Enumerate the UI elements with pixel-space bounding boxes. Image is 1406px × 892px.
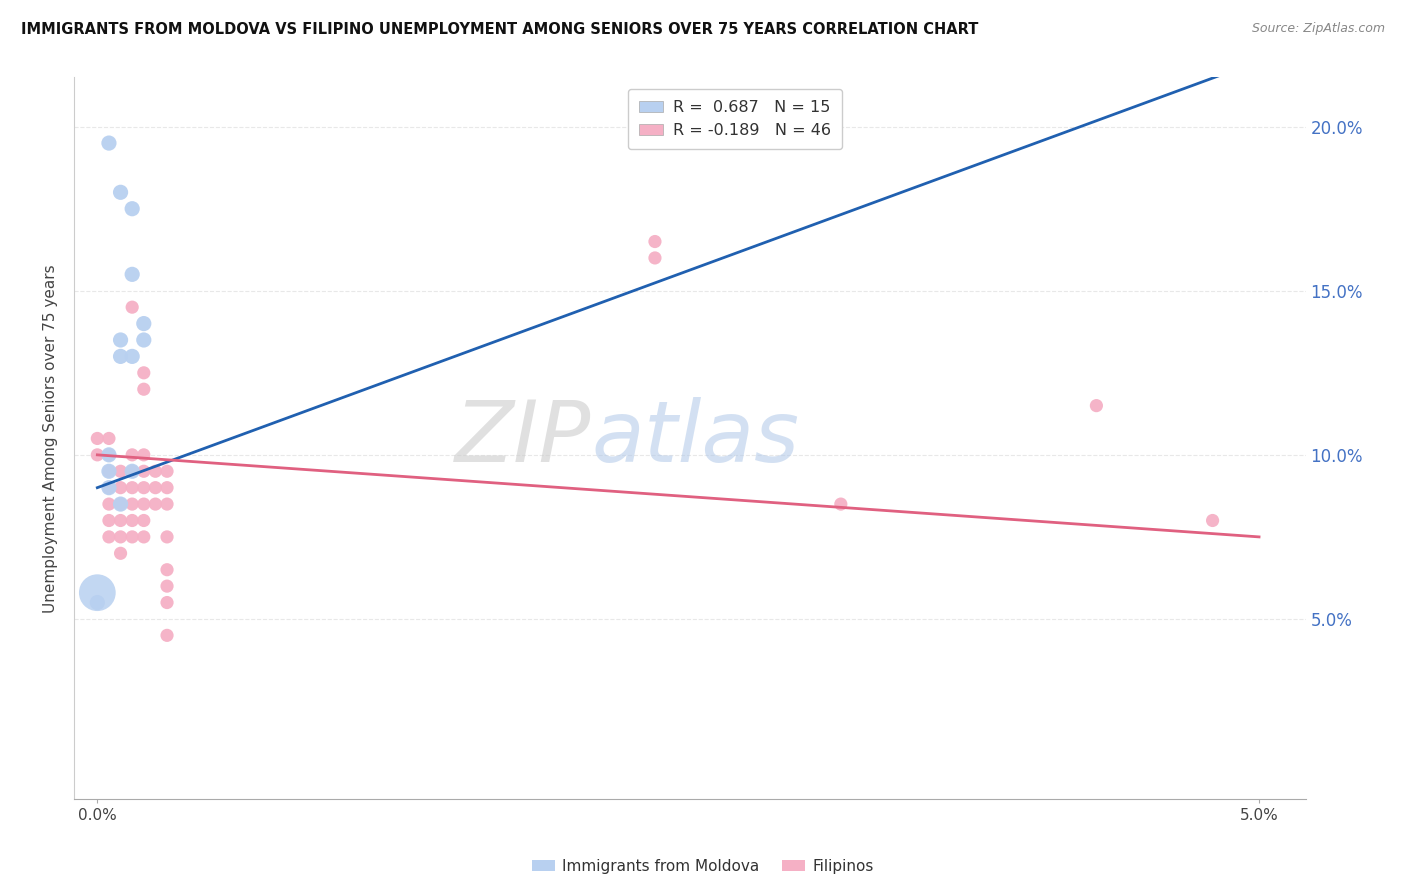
Point	[132, 497, 155, 511]
Point	[132, 382, 155, 396]
Point	[86, 595, 108, 609]
Point	[97, 514, 120, 528]
Point	[97, 464, 120, 478]
Point	[121, 268, 143, 282]
Point	[110, 333, 132, 347]
Point	[132, 333, 155, 347]
Text: Source: ZipAtlas.com: Source: ZipAtlas.com	[1251, 22, 1385, 36]
Point	[110, 514, 132, 528]
Point	[86, 432, 108, 446]
Point	[644, 251, 666, 265]
Point	[86, 448, 108, 462]
Point	[156, 628, 179, 642]
Point	[132, 464, 155, 478]
Point	[97, 481, 120, 495]
Point	[97, 464, 120, 478]
Point	[1085, 399, 1108, 413]
Point	[97, 530, 120, 544]
Point	[156, 464, 179, 478]
Point	[97, 448, 120, 462]
Point	[121, 448, 143, 462]
Point	[145, 481, 167, 495]
Point	[121, 464, 143, 478]
Point	[110, 481, 132, 495]
Point	[121, 514, 143, 528]
Legend: R =  0.687   N = 15, R = -0.189   N = 46: R = 0.687 N = 15, R = -0.189 N = 46	[628, 89, 842, 149]
Point	[110, 530, 132, 544]
Y-axis label: Unemployment Among Seniors over 75 years: Unemployment Among Seniors over 75 years	[44, 264, 58, 613]
Point	[132, 530, 155, 544]
Point	[110, 497, 132, 511]
Point	[110, 546, 132, 560]
Point	[110, 350, 132, 364]
Point	[121, 350, 143, 364]
Point	[121, 497, 143, 511]
Point	[121, 481, 143, 495]
Point	[97, 481, 120, 495]
Point	[110, 497, 132, 511]
Point	[156, 595, 179, 609]
Point	[97, 448, 120, 462]
Point	[121, 300, 143, 314]
Point	[121, 530, 143, 544]
Point	[86, 585, 108, 599]
Point	[97, 432, 120, 446]
Point	[132, 481, 155, 495]
Point	[145, 464, 167, 478]
Point	[830, 497, 852, 511]
Point	[132, 514, 155, 528]
Point	[110, 186, 132, 200]
Text: ZIP: ZIP	[456, 397, 592, 480]
Text: atlas: atlas	[592, 397, 799, 480]
Point	[132, 448, 155, 462]
Point	[110, 464, 132, 478]
Legend: Immigrants from Moldova, Filipinos: Immigrants from Moldova, Filipinos	[526, 853, 880, 880]
Point	[1201, 514, 1223, 528]
Point	[156, 481, 179, 495]
Point	[145, 497, 167, 511]
Point	[97, 136, 120, 150]
Point	[121, 464, 143, 478]
Point	[156, 563, 179, 577]
Point	[121, 202, 143, 216]
Text: IMMIGRANTS FROM MOLDOVA VS FILIPINO UNEMPLOYMENT AMONG SENIORS OVER 75 YEARS COR: IMMIGRANTS FROM MOLDOVA VS FILIPINO UNEM…	[21, 22, 979, 37]
Point	[156, 579, 179, 593]
Point	[97, 497, 120, 511]
Point	[132, 317, 155, 331]
Point	[132, 366, 155, 380]
Point	[156, 497, 179, 511]
Point	[156, 530, 179, 544]
Point	[644, 235, 666, 249]
